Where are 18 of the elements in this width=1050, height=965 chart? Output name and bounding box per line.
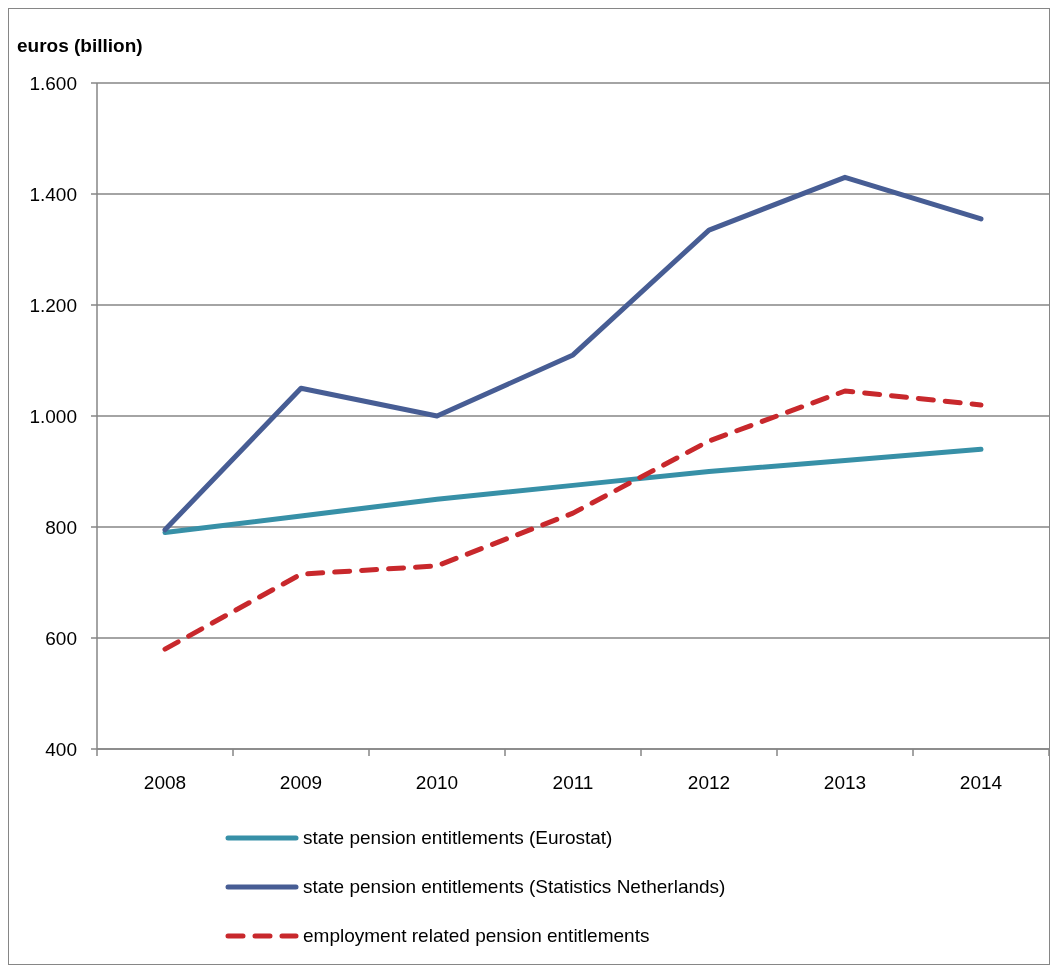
y-tick-label: 1.000 [29, 405, 77, 427]
y-tick-label: 400 [45, 738, 77, 760]
y-tick-label: 1.600 [29, 72, 77, 94]
x-tick-label: 2011 [552, 771, 594, 793]
x-tick-label: 2014 [959, 771, 1003, 793]
y-tick-label: 600 [45, 627, 77, 649]
x-tick-label: 2013 [823, 771, 867, 793]
x-tick-label: 2012 [687, 771, 731, 793]
y-tick-label: 800 [45, 516, 77, 538]
legend-label: state pension entitlements (Eurostat) [303, 826, 613, 849]
x-tick-label: 2009 [279, 771, 323, 793]
y-tick-label: 1.400 [29, 183, 77, 205]
y-axis-title: euros (billion) [17, 35, 143, 56]
y-tick-label: 1.200 [29, 294, 77, 316]
x-tick-label: 2008 [143, 771, 187, 793]
legend-label: employment related pension entitlements [303, 924, 650, 947]
legend-label: state pension entitlements (Statistics Netherlands) [303, 875, 726, 898]
x-tick-label: 2010 [415, 771, 459, 793]
